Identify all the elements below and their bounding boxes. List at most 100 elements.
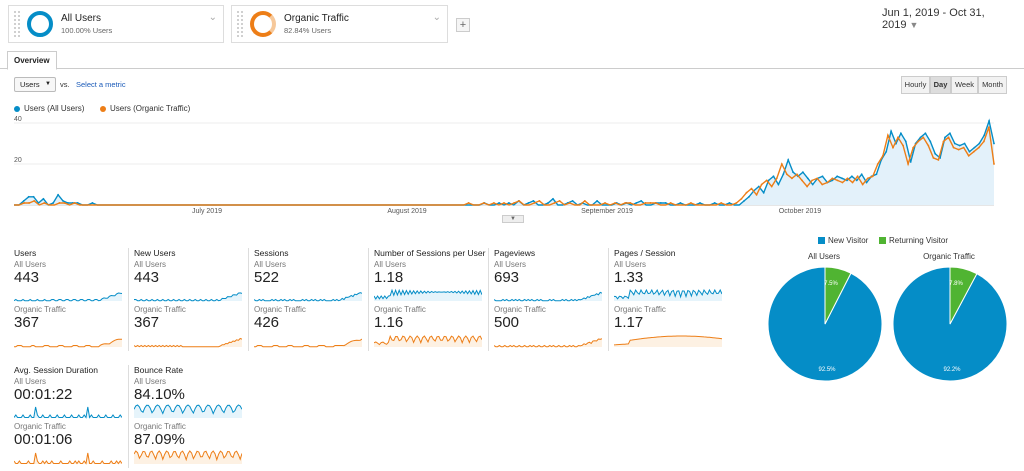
data-point — [635, 202, 638, 204]
data-point — [596, 200, 598, 202]
granularity-day-button[interactable]: Day — [930, 76, 951, 94]
metric-value: 443 — [14, 269, 40, 286]
metric-tile[interactable]: Users All Users 443 Organic Traffic 367 — [14, 248, 129, 351]
metric-segment-label: Organic Traffic — [494, 305, 546, 314]
data-point — [748, 195, 750, 198]
data-point — [22, 200, 25, 202]
caret-down-icon: ▼ — [45, 81, 51, 87]
data-point — [841, 181, 844, 184]
metric-tile[interactable]: Pages / Session All Users 1.33 Organic Traf… — [614, 248, 729, 351]
collapse-chart-icon[interactable]: ▼ — [502, 215, 524, 223]
metric-segment-label: All Users — [374, 260, 407, 269]
segment-card-organic-traffic[interactable]: Organic Traffic 82.84% Users ⌄ — [231, 5, 448, 43]
metric-tile[interactable]: Avg. Session Duration All Users 00:01:22 Or… — [14, 365, 129, 468]
tab-overview[interactable]: Overview — [7, 51, 57, 70]
chevron-down-icon[interactable]: ⌄ — [432, 12, 441, 23]
data-point — [968, 150, 971, 153]
legend-item-organic-traffic[interactable]: Users (Organic Traffic) — [100, 104, 190, 113]
data-point — [629, 202, 632, 204]
x-tick-label: July 2019 — [192, 208, 222, 215]
metric-dropdown[interactable]: Users ▼ — [14, 77, 56, 92]
metric-segment-label: Organic Traffic — [374, 305, 426, 314]
segment-ring-icon — [250, 11, 276, 37]
granularity-hourly-button[interactable]: Hourly — [901, 76, 930, 94]
y-tick-label: 20 — [14, 157, 22, 164]
data-point — [67, 202, 69, 204]
data-point — [932, 156, 935, 159]
segment-card-all-users[interactable]: All Users 100.00% Users ⌄ — [8, 5, 224, 43]
select-metric-link[interactable]: Select a metric — [76, 80, 126, 89]
data-point — [944, 136, 946, 139]
sparkline-chart — [374, 334, 482, 347]
data-point — [28, 202, 31, 204]
sparkline-chart — [14, 406, 122, 419]
x-tick-label: September 2019 — [581, 208, 633, 215]
metric-title: Avg. Session Duration — [14, 365, 98, 375]
legend-dot-icon — [100, 105, 106, 112]
metric-title: Number of Sessions per User — [374, 248, 486, 258]
metric-value: 1.33 — [614, 269, 644, 286]
pie-label-returning: 7.5% — [824, 281, 838, 287]
data-point — [851, 181, 854, 184]
data-point — [831, 177, 834, 180]
metric-tile[interactable]: Number of Sessions per User All Users 1.18… — [374, 248, 489, 351]
metric-tile[interactable]: Pageviews All Users 693 Organic Traffic 500 — [494, 248, 609, 351]
drag-handle-icon[interactable] — [236, 10, 244, 38]
data-point — [690, 202, 692, 204]
pie-label-returning: 7.8% — [949, 281, 963, 287]
chevron-down-icon[interactable]: ⌄ — [208, 12, 217, 23]
metric-value: 426 — [254, 314, 280, 331]
pie-slice-returning-visitor — [949, 266, 978, 325]
pie-chart-organic-traffic[interactable]: 92.2% 7.8% — [891, 265, 1009, 383]
legend-item-all-users[interactable]: Users (All Users) — [14, 104, 84, 113]
data-point — [527, 202, 530, 204]
data-point — [467, 202, 470, 204]
metric-tile[interactable]: Sessions All Users 522 Organic Traffic 426 — [254, 248, 369, 351]
metric-segment-label: Organic Traffic — [14, 422, 66, 431]
data-point — [558, 200, 561, 202]
sparkline-chart — [134, 404, 242, 418]
sparkline-chart — [254, 292, 362, 302]
metric-value: 87.09% — [134, 431, 185, 448]
metric-value: 1.17 — [614, 314, 644, 331]
data-point — [782, 173, 785, 176]
granularity-week-button[interactable]: Week — [951, 76, 978, 94]
metric-value: 443 — [134, 269, 160, 286]
drag-handle-icon[interactable] — [13, 10, 21, 38]
granularity-month-button[interactable]: Month — [978, 76, 1007, 94]
metric-segment-label: Organic Traffic — [14, 305, 66, 314]
data-point — [757, 185, 760, 188]
metric-segment-label: All Users — [494, 260, 527, 269]
data-point — [841, 177, 843, 180]
data-point — [875, 173, 878, 176]
data-point — [624, 202, 627, 204]
sparkline-chart — [134, 337, 242, 348]
data-point — [821, 175, 824, 178]
data-point — [43, 202, 46, 204]
data-point — [983, 134, 986, 137]
tab-bar — [0, 50, 1024, 69]
data-point — [614, 202, 617, 204]
data-point — [826, 181, 829, 184]
data-point — [513, 202, 516, 204]
data-point — [568, 202, 571, 204]
data-point — [775, 177, 778, 180]
data-point — [553, 202, 556, 204]
data-point — [977, 146, 980, 149]
data-point — [993, 163, 995, 165]
date-range-picker[interactable]: Jun 1, 2019 - Oct 31, 2019 ▼ — [882, 7, 1024, 31]
date-range-text: Jun 1, 2019 - Oct 31, 2019 — [882, 7, 985, 31]
pie-chart-all-users[interactable]: 92.5% 7.5% — [766, 265, 884, 383]
data-point — [816, 177, 819, 180]
sparkline-chart — [134, 292, 242, 302]
data-point — [508, 202, 510, 204]
metric-tile[interactable]: Bounce Rate All Users 84.10% Organic Traffi… — [134, 365, 249, 468]
metric-tile[interactable]: New Users All Users 443 Organic Traffic 367 — [134, 248, 249, 351]
data-point — [533, 202, 536, 204]
sparkline-chart — [14, 452, 122, 465]
legend-label: Users (All Users) — [24, 104, 85, 113]
add-segment-button[interactable]: + — [456, 18, 470, 32]
metric-value: 00:01:22 — [14, 386, 73, 403]
data-point — [503, 202, 505, 204]
users-line-chart[interactable]: 40 20 July 2019 August 2019 September 2019 Oc… — [0, 115, 1024, 215]
